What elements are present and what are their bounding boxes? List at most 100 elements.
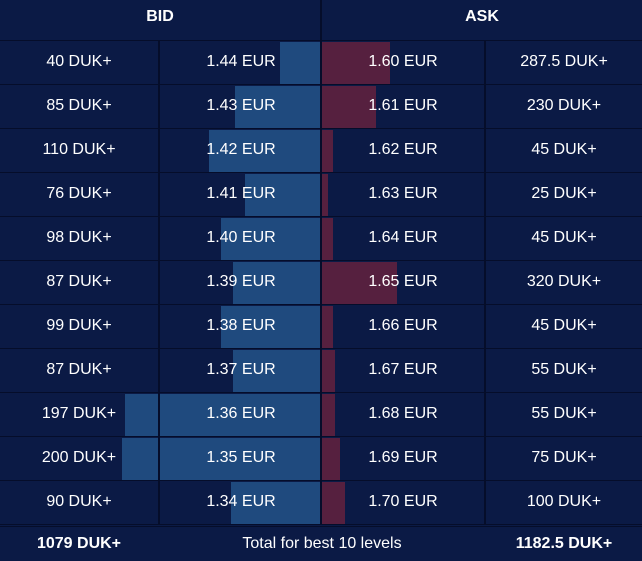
column-divider: [484, 217, 486, 261]
ask-depth-bar: [322, 482, 345, 524]
bid-depth-bar: [233, 262, 320, 304]
ask-price: 1.64 EUR: [368, 229, 438, 246]
order-book-row[interactable]: 76 DUK+ 1.41 EUR 1.63 EUR 25 DUK+: [0, 173, 642, 217]
bid-price: 1.40 EUR: [206, 229, 276, 246]
bid-depth-bar: [231, 482, 320, 524]
column-divider: [484, 85, 486, 129]
ask-price: 1.70 EUR: [368, 493, 438, 510]
ask-price: 1.61 EUR: [368, 97, 438, 114]
bid-price: 1.42 EUR: [206, 141, 276, 158]
column-divider: [158, 349, 160, 393]
column-divider: [158, 305, 160, 349]
column-divider: [158, 481, 160, 525]
bid-price: 1.41 EUR: [206, 185, 276, 202]
bid-quantity: 40 DUK+: [46, 53, 112, 70]
ask-header: ASK: [465, 8, 499, 25]
total-label: Total for best 10 levels: [242, 535, 402, 552]
column-divider: [320, 261, 322, 305]
order-book-row[interactable]: 87 DUK+ 1.37 EUR 1.67 EUR 55 DUK+: [0, 349, 642, 393]
order-book-row[interactable]: 40 DUK+ 1.44 EUR 1.60 EUR 287.5 DUK+: [0, 41, 642, 85]
ask-quantity: 100 DUK+: [526, 493, 602, 510]
ask-price: 1.68 EUR: [368, 405, 438, 422]
ask-quantity: 320 DUK+: [526, 273, 602, 290]
order-book-row[interactable]: 87 DUK+ 1.39 EUR 1.65 EUR 320 DUK+: [0, 261, 642, 305]
ask-quantity: 287.5 DUK+: [520, 53, 608, 70]
ask-quantity: 25 DUK+: [531, 185, 597, 202]
column-divider: [484, 481, 486, 525]
bid-price: 1.38 EUR: [206, 317, 276, 334]
ask-quantity: 45 DUK+: [531, 229, 597, 246]
bid-price: 1.36 EUR: [206, 405, 276, 422]
ask-depth-bar: [322, 262, 397, 304]
ask-quantity: 45 DUK+: [531, 141, 597, 158]
ask-depth-bar: [322, 218, 333, 260]
ask-price: 1.69 EUR: [368, 449, 438, 466]
ask-quantity: 55 DUK+: [531, 361, 597, 378]
bid-price: 1.43 EUR: [206, 97, 276, 114]
bid-quantity: 87 DUK+: [46, 273, 112, 290]
bid-price: 1.35 EUR: [206, 449, 276, 466]
ask-depth-bar: [322, 394, 335, 436]
bid-price: 1.37 EUR: [206, 361, 276, 378]
column-divider: [484, 305, 486, 349]
bid-depth-bar: [122, 438, 320, 480]
ask-quantity: 55 DUK+: [531, 405, 597, 422]
column-divider: [484, 173, 486, 217]
bid-quantity: 197 DUK+: [41, 405, 117, 422]
column-divider: [158, 217, 160, 261]
bid-quantity: 76 DUK+: [46, 185, 112, 202]
column-divider: [320, 85, 322, 129]
ask-price: 1.60 EUR: [368, 53, 438, 70]
ask-quantity: 75 DUK+: [531, 449, 597, 466]
column-divider: [320, 217, 322, 261]
column-divider: [158, 41, 160, 85]
order-book-row[interactable]: 197 DUK+ 1.36 EUR 1.68 EUR 55 DUK+: [0, 393, 642, 437]
bid-depth-bar: [221, 218, 320, 260]
column-divider: [320, 349, 322, 393]
column-divider: [158, 261, 160, 305]
ask-depth-bar: [322, 350, 335, 392]
order-book-row[interactable]: 98 DUK+ 1.40 EUR 1.64 EUR 45 DUK+: [0, 217, 642, 261]
bid-depth-bar: [233, 350, 320, 392]
bid-depth-bar: [221, 306, 320, 348]
order-book-footer: 1079 DUK+ Total for best 10 levels 1182.…: [0, 526, 642, 559]
ask-price: 1.65 EUR: [368, 273, 438, 290]
column-divider: [158, 85, 160, 129]
bid-quantity: 87 DUK+: [46, 361, 112, 378]
order-book-row[interactable]: 200 DUK+ 1.35 EUR 1.69 EUR 75 DUK+: [0, 437, 642, 481]
bid-quantity: 90 DUK+: [46, 493, 112, 510]
bid-depth-bar: [280, 42, 320, 84]
bid-quantity: 85 DUK+: [46, 97, 112, 114]
bid-price: 1.39 EUR: [206, 273, 276, 290]
bid-quantity: 110 DUK+: [42, 141, 116, 158]
order-book-row[interactable]: 99 DUK+ 1.38 EUR 1.66 EUR 45 DUK+: [0, 305, 642, 349]
ask-quantity: 230 DUK+: [526, 97, 602, 114]
column-divider: [158, 393, 160, 437]
bid-quantity: 99 DUK+: [46, 317, 112, 334]
column-divider: [484, 261, 486, 305]
bid-depth-bar: [209, 130, 320, 172]
column-divider: [484, 129, 486, 173]
order-book-row[interactable]: 90 DUK+ 1.34 EUR 1.70 EUR 100 DUK+: [0, 481, 642, 525]
ask-price: 1.62 EUR: [368, 141, 438, 158]
column-divider: [320, 393, 322, 437]
ask-depth-bar: [322, 306, 333, 348]
ask-depth-bar: [322, 42, 390, 84]
ask-total: 1182.5 DUK+: [515, 535, 613, 552]
column-divider: [320, 437, 322, 481]
ask-depth-bar: [322, 174, 328, 216]
column-divider: [320, 305, 322, 349]
order-book-row[interactable]: 85 DUK+ 1.43 EUR 1.61 EUR 230 DUK+: [0, 85, 642, 129]
column-divider: [320, 129, 322, 173]
ask-depth-bar: [322, 86, 376, 128]
bid-depth-bar: [245, 174, 320, 216]
order-book-header: BID ASK: [0, 0, 642, 41]
bid-total: 1079 DUK+: [36, 535, 122, 552]
ask-price: 1.66 EUR: [368, 317, 438, 334]
column-divider: [158, 129, 160, 173]
column-divider: [158, 437, 160, 481]
bid-price: 1.34 EUR: [206, 493, 276, 510]
order-book-row[interactable]: 110 DUK+ 1.42 EUR 1.62 EUR 45 DUK+: [0, 129, 642, 173]
ask-depth-bar: [322, 438, 340, 480]
